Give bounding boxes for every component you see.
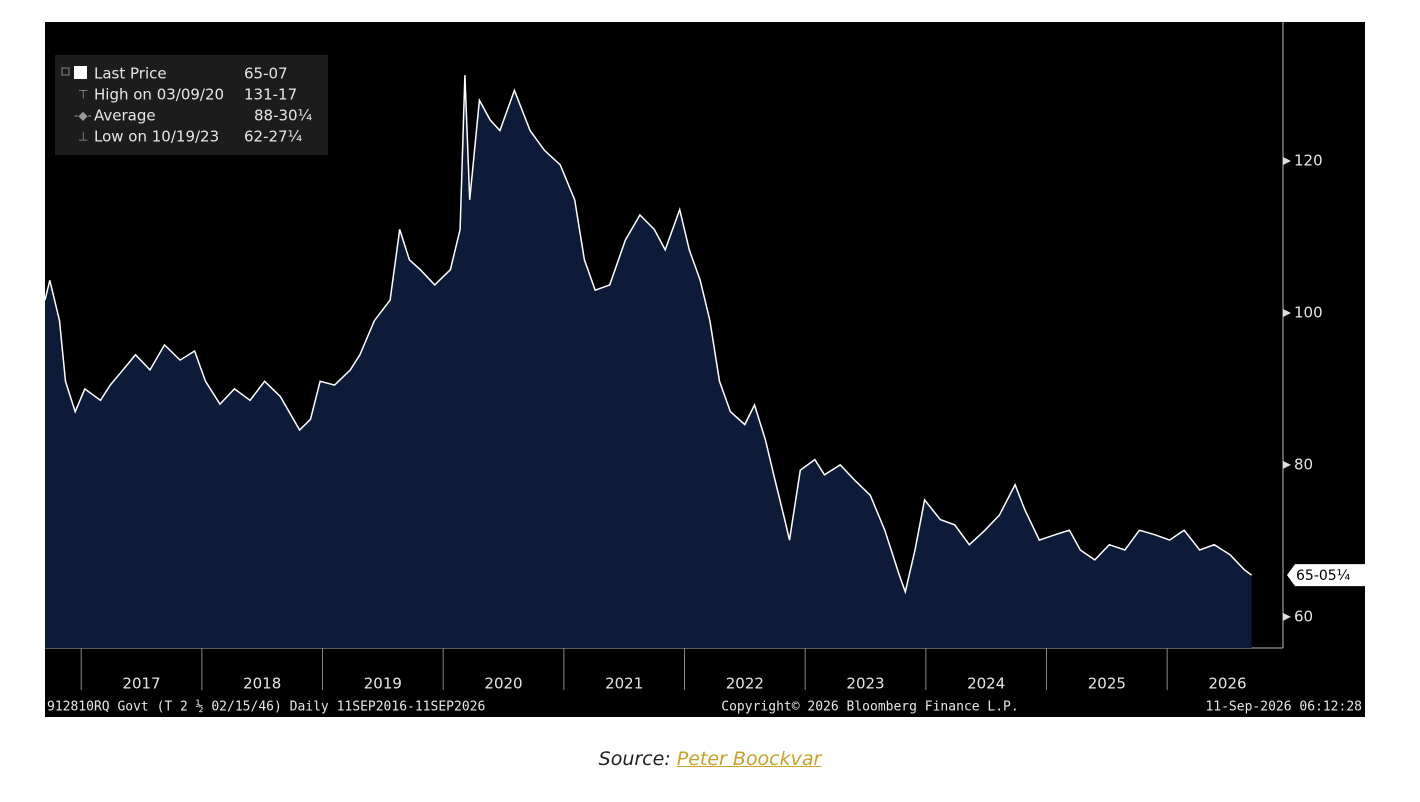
x-tick-label: 2018 (243, 675, 281, 693)
x-tick-label: 2017 (122, 675, 160, 693)
y-tick-label: 60 (1294, 607, 1313, 625)
y-tick (1283, 308, 1291, 317)
legend-swatch (74, 66, 87, 79)
legend-label: High on 03/09/20 (94, 86, 224, 104)
footer-right: 11-Sep-2026 06:12:28 (1205, 700, 1362, 715)
footer-center: Copyright© 2026 Bloomberg Finance L.P. (721, 700, 1018, 715)
x-tick-label: 2023 (846, 675, 884, 693)
y-tick-label: 120 (1294, 152, 1323, 170)
footer-left: 912810RQ Govt (T 2 ½ 02/15/46) Daily 11S… (47, 700, 485, 715)
y-tick (1283, 460, 1291, 469)
last-price-tag (1287, 564, 1365, 587)
x-tick-label: 2021 (605, 675, 643, 693)
price-line (44, 75, 1253, 595)
legend-label: Low on 10/19/23 (94, 128, 219, 146)
legend-value: 131-17 (244, 86, 297, 104)
source-note: Source: Peter Boockvar (0, 748, 1420, 770)
plot (44, 75, 1253, 648)
x-tick-label: 2019 (364, 675, 402, 693)
legend-icon: ⊤ (78, 88, 88, 102)
legend-label: Average (94, 107, 156, 125)
source-link[interactable]: Peter Boockvar (676, 748, 822, 770)
legend-collapse (61, 67, 70, 76)
y-tick-label: 100 (1294, 303, 1323, 321)
y-tick-label: 80 (1294, 455, 1313, 473)
y-tick (1283, 157, 1291, 166)
last-price-label: 65-05¼ (1296, 568, 1351, 584)
legend-value: 88-30¼ (254, 107, 313, 125)
x-tick-label: 2026 (1208, 675, 1246, 693)
legend-value: 62-27¼ (244, 128, 303, 146)
source-prefix: Source: (598, 748, 671, 770)
x-tick-label: 2020 (484, 675, 522, 693)
x-tick-label: 2025 (1088, 675, 1126, 693)
x-tick-label: 2024 (967, 675, 1005, 693)
legend-icon: -◆- (74, 109, 92, 123)
legend-label: Last Price (94, 65, 167, 83)
y-tick (1283, 612, 1291, 621)
x-tick-label: 2022 (726, 675, 764, 693)
area-fill (45, 75, 1252, 648)
legend-value: 65-07 (244, 65, 288, 83)
chart: Last Price 65-07 ⊤ High on 03/09/20 131-… (44, 22, 1365, 717)
legend-box (55, 55, 328, 155)
legend-icon: ⊥ (78, 130, 88, 144)
